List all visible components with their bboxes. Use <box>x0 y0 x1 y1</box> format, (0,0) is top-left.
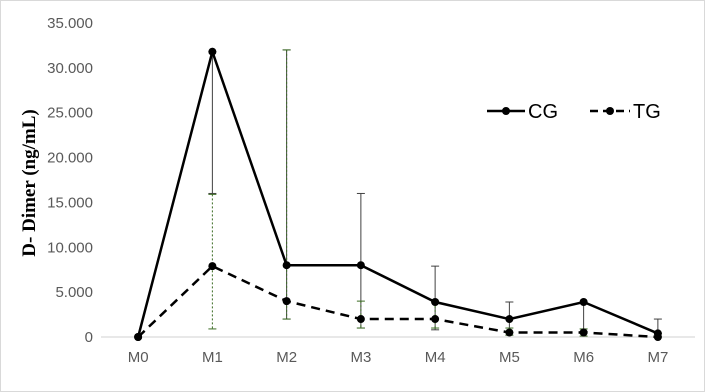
y-tick-label: 15.000 <box>47 194 93 211</box>
y-tick-label: 30.000 <box>47 60 93 77</box>
y-tick-label: 20.000 <box>47 150 93 167</box>
tg-data-point <box>208 262 217 271</box>
legend-item-cg: CG <box>487 101 558 123</box>
x-tick-label: M0 <box>128 349 149 366</box>
cg-data-point <box>356 261 365 270</box>
cg-data-point <box>208 47 217 56</box>
y-tick-label: 10.000 <box>47 239 93 256</box>
cg-data-point <box>431 298 440 307</box>
y-tick-label: 5.000 <box>55 284 93 301</box>
legend-marker <box>502 107 510 115</box>
tg-data-point <box>505 328 514 337</box>
x-tick-label: M4 <box>425 349 446 366</box>
x-tick-label: M5 <box>499 349 520 366</box>
legend-marker <box>606 107 614 115</box>
cg-series-line <box>136 47 659 338</box>
cg-data-point <box>282 261 291 270</box>
y-tick-label: 0 <box>85 329 93 346</box>
x-tick-label: M7 <box>647 349 668 366</box>
tg-data-point <box>431 315 440 324</box>
cg-data-point <box>579 298 588 307</box>
tg-error-bar <box>208 193 217 330</box>
x-tick-label: M2 <box>276 349 297 366</box>
cg-data-point <box>134 333 143 341</box>
tg-data-point <box>579 328 588 337</box>
tg-data-point <box>282 297 291 306</box>
x-tick-label: M3 <box>350 349 371 366</box>
legend-item-tg: TG <box>590 101 661 123</box>
tg-series-line <box>137 264 658 339</box>
y-tick-label: 35.000 <box>47 15 93 32</box>
legend-label: CG <box>528 101 558 123</box>
cg-data-point <box>505 315 514 324</box>
tg-data-point <box>356 315 365 324</box>
tg-error-bar <box>356 300 365 329</box>
y-tick-label: 25.000 <box>47 105 93 122</box>
x-tick-label: M6 <box>573 349 594 366</box>
x-tick-label: M1 <box>202 349 223 366</box>
cg-data-point <box>653 329 662 338</box>
y-axis-label: D- Dimer (ng/mL) <box>19 109 40 256</box>
tg-error-bar <box>282 49 291 320</box>
legend-label: TG <box>633 101 661 123</box>
